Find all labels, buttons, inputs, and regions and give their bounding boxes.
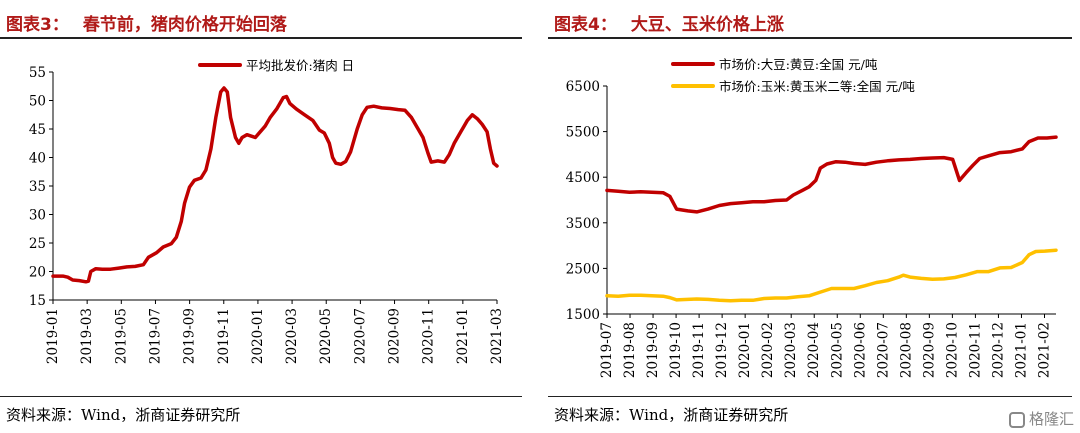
left-chart-x-tick-label: 2019-01 bbox=[45, 308, 61, 364]
left-chart-y-tick-label: 30 bbox=[29, 208, 46, 224]
right-chart-x-tick-label: 2019-07 bbox=[599, 322, 615, 378]
right-chart-x-tick-label: 2020-01 bbox=[737, 322, 753, 378]
right-chart-x-tick-label: 2021-02 bbox=[1036, 322, 1052, 378]
right-source-note: 资料来源：Wind，浙商证券研究所 bbox=[554, 406, 789, 424]
left-chart-x-tick-label: 2020-01 bbox=[250, 308, 266, 364]
right-chart-x-tick-label: 2020-11 bbox=[967, 322, 983, 378]
right-figure-label: 图表4： bbox=[554, 15, 617, 35]
right-chart-x-tick-label: 2020-04 bbox=[806, 322, 822, 378]
left-line-chart: 15 20 25 30 35 40 45 50 55 2019-01 2019-03 2019-05 2… bbox=[29, 58, 505, 364]
left-chart-y-tick-label: 45 bbox=[29, 122, 46, 138]
left-chart-y-tick-label: 25 bbox=[29, 236, 46, 252]
right-chart-x-tick-label: 2020-02 bbox=[760, 322, 776, 378]
right-chart-y-tick-label: 6500 bbox=[566, 79, 600, 95]
right-chart-series-line-1 bbox=[605, 135, 1058, 214]
left-chart-x-tick-label: 2019-09 bbox=[182, 308, 198, 364]
left-chart-panel: 图表3： 春节前，猪肉价格开始回落 15 20 25 30 35 40 45 50 55 2019-… bbox=[0, 0, 530, 433]
left-chart-x-tick-label: 2020-09 bbox=[387, 308, 403, 364]
right-chart-x-tick-label: 2020-12 bbox=[990, 322, 1006, 378]
left-chart-y-tick-label: 40 bbox=[29, 151, 46, 167]
right-chart-series-line-2 bbox=[605, 248, 1058, 303]
right-chart-x-tick-label: 2020-08 bbox=[898, 322, 914, 378]
left-chart-x-tick-label: 2020-07 bbox=[352, 308, 368, 364]
left-chart-x-tick-label: 2019-07 bbox=[147, 308, 163, 364]
right-chart-x-tick-label: 2019-11 bbox=[691, 322, 707, 378]
right-chart-x-tick-label: 2019-10 bbox=[668, 322, 684, 378]
left-chart-x-tick-label: 2019-03 bbox=[79, 308, 95, 364]
left-source-rule bbox=[0, 396, 522, 397]
right-chart-x-tick-label: 2020-06 bbox=[852, 322, 868, 378]
right-chart-x-tick-label: 2020-05 bbox=[829, 322, 845, 378]
left-chart-series-line-1 bbox=[51, 86, 499, 284]
left-chart-y-tick-label: 20 bbox=[29, 265, 46, 281]
left-chart-y-tick-label: 55 bbox=[29, 65, 46, 81]
left-chart-x-tick-label: 2020-11 bbox=[421, 308, 437, 364]
watermark-text: 格隆汇 bbox=[1028, 410, 1074, 428]
right-chart-legend-label-1: 市场价:大豆:黄豆:全国 元/吨 bbox=[719, 57, 878, 72]
left-chart-x-tick-label: 2019-05 bbox=[113, 308, 129, 364]
left-chart-y-tick-label: 35 bbox=[29, 179, 46, 195]
left-figure-label: 图表3： bbox=[6, 15, 69, 35]
left-chart-x-tick-label: 2021-03 bbox=[489, 308, 505, 364]
left-chart-y-tick-label: 50 bbox=[29, 94, 46, 110]
right-chart-x-tick-label: 2020-09 bbox=[921, 322, 937, 378]
watermark-logo-icon bbox=[1008, 412, 1025, 428]
right-chart-title: 图表4： 大豆、玉米价格上涨 bbox=[554, 10, 784, 35]
left-chart-legend-label-1: 平均批发价:猪肉 日 bbox=[246, 58, 354, 73]
right-chart-y-tick-label: 1500 bbox=[566, 307, 600, 323]
right-chart-y-tick-label: 3500 bbox=[566, 216, 600, 232]
left-title-rule bbox=[0, 37, 522, 39]
right-title-text: 大豆、玉米价格上涨 bbox=[630, 15, 784, 35]
right-title-rule bbox=[548, 37, 1072, 39]
right-chart-y-tick-label: 5500 bbox=[566, 125, 600, 141]
right-chart-y-tick-label: 2500 bbox=[566, 261, 600, 277]
left-chart-x-tick-label: 2019-11 bbox=[216, 308, 232, 364]
left-chart-x-tick-label: 2021-01 bbox=[455, 308, 471, 364]
right-chart-x-tick-label: 2019-09 bbox=[645, 322, 661, 378]
left-chart-x-tick-label: 2020-03 bbox=[284, 308, 300, 364]
right-chart-x-tick-label: 2020-07 bbox=[875, 322, 891, 378]
left-chart-x-tick-label: 2020-05 bbox=[318, 308, 334, 364]
left-chart-title: 图表3： 春节前，猪肉价格开始回落 bbox=[6, 10, 287, 35]
right-line-chart: 1500 2500 3500 4500 5500 6500 2019-07 2019-08 20… bbox=[566, 57, 1058, 378]
watermark: 格隆汇 bbox=[1008, 408, 1074, 429]
right-chart-legend-label-2: 市场价:玉米:黄玉米二等:全国 元/吨 bbox=[719, 79, 915, 94]
right-chart-panel: 图表4： 大豆、玉米价格上涨 1500 2500 3500 4500 5500 6500 20… bbox=[548, 0, 1080, 433]
left-source-note: 资料来源：Wind，浙商证券研究所 bbox=[6, 406, 241, 424]
right-chart-x-tick-label: 2019-12 bbox=[714, 322, 730, 378]
right-chart-y-tick-label: 4500 bbox=[566, 170, 600, 186]
right-chart-x-tick-label: 2021-01 bbox=[1013, 322, 1029, 378]
right-chart-x-tick-label: 2020-03 bbox=[783, 322, 799, 378]
left-chart-y-tick-label: 15 bbox=[29, 293, 46, 309]
right-chart-x-tick-label: 2019-08 bbox=[622, 322, 638, 378]
right-source-rule bbox=[548, 396, 1072, 397]
right-chart-x-tick-label: 2020-10 bbox=[944, 322, 960, 378]
left-title-text: 春节前，猪肉价格开始回落 bbox=[82, 15, 287, 35]
